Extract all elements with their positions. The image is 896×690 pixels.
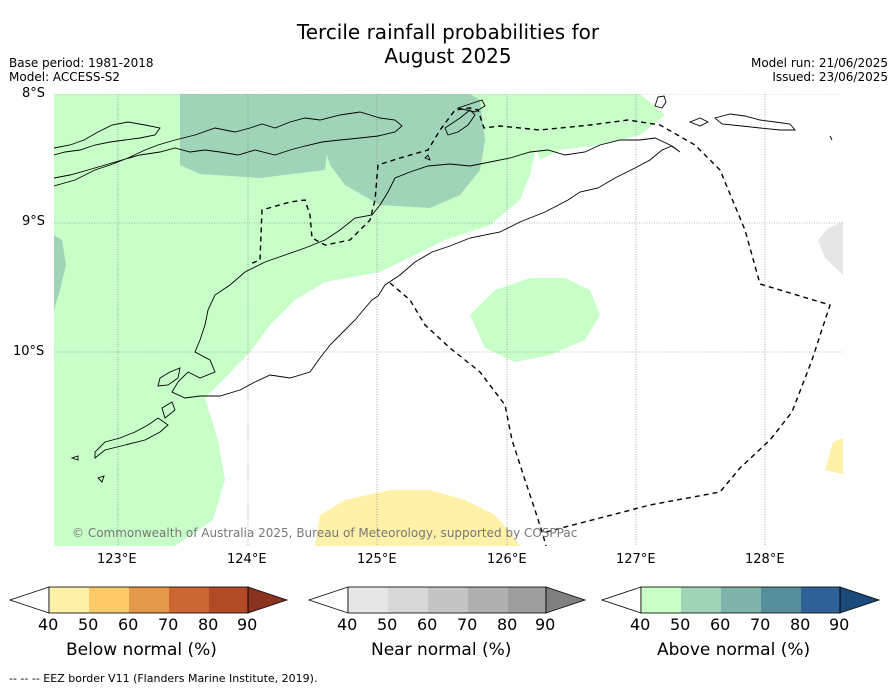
above-normal-50-west <box>54 235 66 310</box>
below-normal-label: Below normal (%) <box>66 640 217 660</box>
near-tick-80: 80 <box>497 615 518 634</box>
lon-label-123e: 123°E <box>97 552 137 567</box>
colorbar-below <box>8 586 289 614</box>
north-islands-west <box>54 121 161 156</box>
alor-coast-2 <box>456 99 486 113</box>
below-tick-80: 80 <box>198 615 219 634</box>
near-normal-patch <box>818 222 843 275</box>
east-island-1 <box>714 113 796 131</box>
above-bin-80-90 <box>801 587 840 613</box>
colorbar-above <box>600 586 881 614</box>
near-normal-label: Near normal (%) <box>371 640 512 660</box>
below-tick-50: 50 <box>78 615 99 634</box>
model-run: Model run: 21/06/2025 <box>750 56 888 70</box>
below-tick-60: 60 <box>118 615 139 634</box>
near-tick-40: 40 <box>337 615 358 634</box>
flores-coast <box>54 111 403 187</box>
map-canvas <box>54 94 843 546</box>
below-bin-50-60 <box>89 587 129 613</box>
near-tick-90: 90 <box>535 615 556 634</box>
near-bin-70-80 <box>468 587 508 613</box>
above-normal-40-east-patch <box>470 278 600 362</box>
below-tick-40: 40 <box>38 615 59 634</box>
lon-label-127e: 127°E <box>616 552 656 567</box>
lon-label-124e: 124°E <box>227 552 267 567</box>
above-bin-50-60 <box>681 587 721 613</box>
above-tick-80: 80 <box>790 615 811 634</box>
near-bin-60-70 <box>428 587 468 613</box>
near-tick-70: 70 <box>457 615 478 634</box>
below-tick-70: 70 <box>158 615 179 634</box>
below-bin-70-80 <box>169 587 209 613</box>
title-line-1: Tercile rainfall probabilities for <box>296 20 600 44</box>
wetar-coast <box>654 95 667 109</box>
lon-label-125e: 125°E <box>357 552 397 567</box>
meta-right: Model run: 21/06/2025 Issued: 23/06/2025 <box>751 56 888 84</box>
coastlines <box>54 95 833 483</box>
alor-coast <box>444 109 476 136</box>
above-bin-70-80 <box>761 587 801 613</box>
east-island-2 <box>688 117 710 127</box>
above-normal-label: Above normal (%) <box>657 640 811 660</box>
below-bin-60-70 <box>129 587 169 613</box>
lat-label-8s: 8°S <box>22 86 46 101</box>
near-bin-50-60 <box>388 587 428 613</box>
above-normal-50-region <box>180 94 485 208</box>
below-extend-high <box>247 586 289 614</box>
near-extend-high <box>545 586 587 614</box>
raijua-coast <box>70 455 79 461</box>
rote-coast <box>157 367 181 387</box>
meta-left: Base period: 1981-2018 Model: ACCESS-S2 <box>9 56 154 84</box>
below-bin-40-50 <box>49 587 89 613</box>
near-bin-40-50 <box>348 587 388 613</box>
near-bin-80-90 <box>508 587 546 613</box>
above-tick-40: 40 <box>630 615 651 634</box>
atauro-coast <box>424 154 431 161</box>
below-bin-80-90 <box>209 587 248 613</box>
colorbar-near <box>307 586 587 614</box>
graticule <box>54 94 843 546</box>
below-extend-low <box>8 586 50 614</box>
above-tick-70: 70 <box>750 615 771 634</box>
lon-label-128e: 128°E <box>745 552 785 567</box>
model-name: Model: ACCESS-S2 <box>9 70 121 84</box>
above-bin-40-50 <box>641 587 681 613</box>
lat-label-10s: 10°S <box>13 344 45 359</box>
below-tick-90: 90 <box>237 615 258 634</box>
above-tick-50: 50 <box>670 615 691 634</box>
eez-borders <box>249 107 831 546</box>
map-panel[interactable] <box>54 94 843 546</box>
lat-label-9s: 9°S <box>22 214 46 229</box>
colorbars <box>8 586 881 614</box>
above-extend-high <box>839 586 881 614</box>
lon-label-126e: 126°E <box>487 552 527 567</box>
above-bin-60-70 <box>721 587 761 613</box>
issued-date: Issued: 23/06/2025 <box>772 70 888 84</box>
above-tick-90: 90 <box>829 615 850 634</box>
near-tick-60: 60 <box>417 615 438 634</box>
eez-border-main <box>389 282 547 546</box>
east-island-3 <box>829 135 833 141</box>
small-island-1 <box>97 475 105 483</box>
above-tick-60: 60 <box>710 615 731 634</box>
copyright-notice: © Commonwealth of Australia 2025, Bureau… <box>72 526 578 540</box>
above-extend-low <box>600 586 642 614</box>
above-normal-50-band <box>180 94 345 178</box>
eez-footnote: -- -- -- EEZ border V11 (Flanders Marine… <box>9 672 318 685</box>
below-normal-patch-south <box>315 490 520 546</box>
map-title: Tercile rainfall probabilities for Augus… <box>0 20 896 68</box>
near-tick-50: 50 <box>377 615 398 634</box>
sawu-coast-2 <box>161 401 176 419</box>
sawu-coast <box>94 417 169 459</box>
title-line-2: August 2025 <box>384 44 512 68</box>
eez-border-east <box>249 107 831 533</box>
below-normal-patch-east <box>825 438 843 474</box>
near-extend-low <box>307 586 349 614</box>
timor-coast <box>171 137 681 399</box>
base-period: Base period: 1981-2018 <box>9 56 154 70</box>
